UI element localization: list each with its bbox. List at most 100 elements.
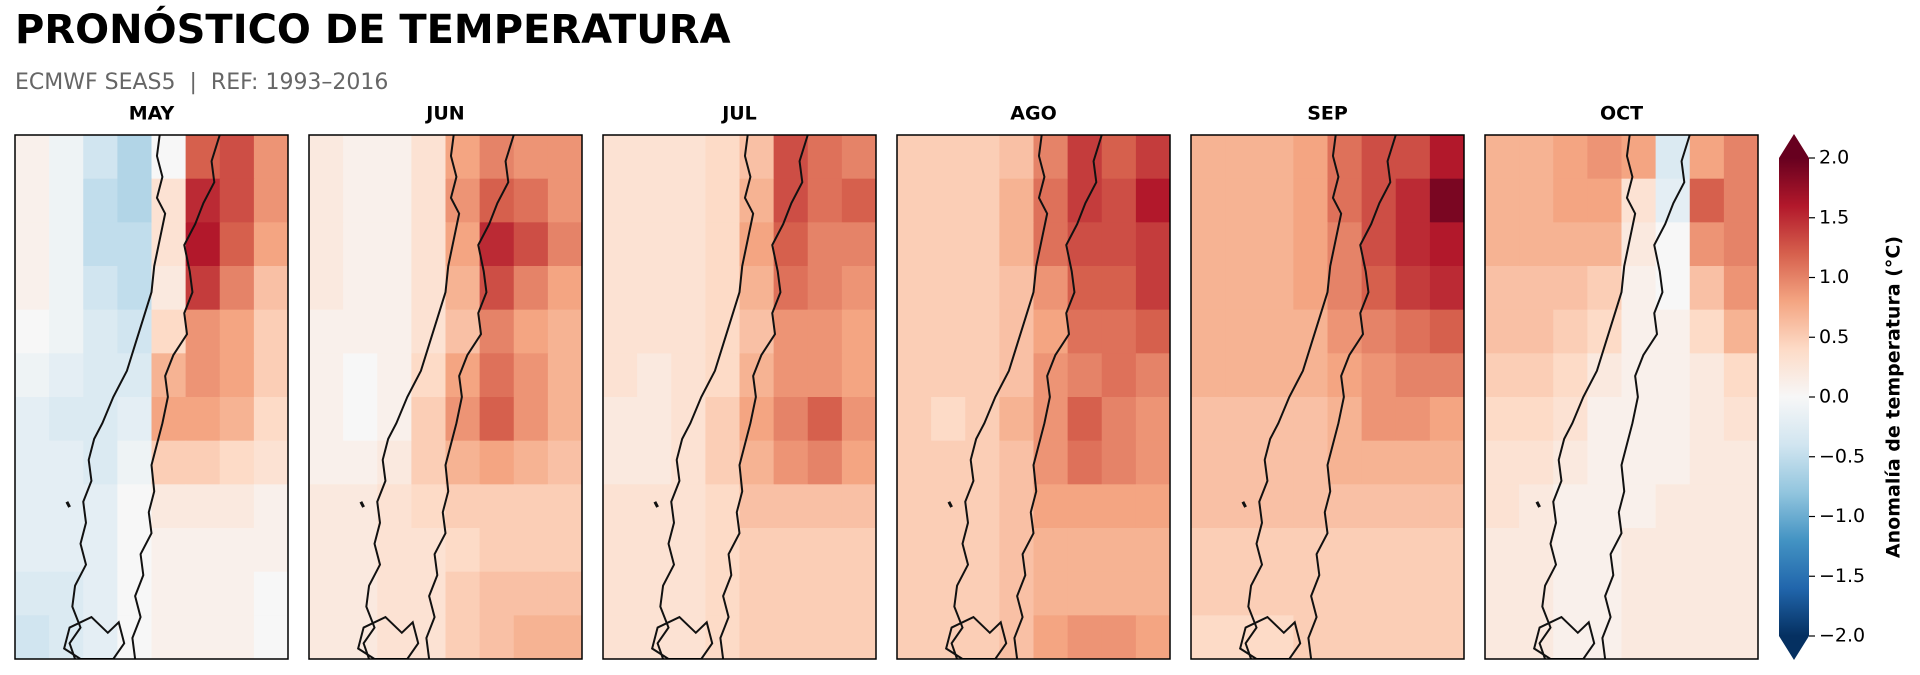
grid-cell — [513, 397, 549, 442]
grid-cell — [445, 353, 481, 398]
panel-title: JUN — [424, 103, 464, 125]
grid-cell — [513, 309, 549, 354]
grid-cell — [1621, 266, 1657, 311]
grid-cell — [1621, 484, 1657, 529]
grid-cell — [185, 571, 221, 616]
grid-cell — [1225, 440, 1260, 485]
grid-cell — [1519, 135, 1554, 180]
grid-cell — [411, 353, 447, 398]
grid-cell — [117, 222, 153, 267]
grid-cell — [1361, 178, 1397, 223]
grid-cell — [411, 178, 447, 223]
grid-cell — [1361, 440, 1397, 485]
grid-cell — [807, 353, 843, 398]
grid-cell — [547, 571, 582, 616]
grid-cell — [603, 528, 638, 573]
grid-cell — [1655, 353, 1691, 398]
grid-cell — [1485, 266, 1520, 311]
grid-cell — [1655, 397, 1691, 442]
grid-cell — [185, 353, 221, 398]
grid-cell — [1689, 484, 1725, 529]
grid-cell — [1519, 353, 1554, 398]
grid-cell — [1723, 484, 1758, 529]
grid-cell — [897, 571, 932, 616]
grid-cell — [705, 484, 741, 529]
grid-cell — [1395, 266, 1431, 311]
grid-cell — [931, 397, 966, 442]
grid-cell — [1587, 178, 1623, 223]
grid-cell — [377, 178, 412, 223]
grid-cell — [1689, 571, 1725, 616]
colorbar-label: Anomalía de temperatura (°C) — [1883, 236, 1905, 558]
grid-cell — [117, 178, 153, 223]
grid-cell — [1135, 571, 1170, 616]
grid-cell — [219, 222, 255, 267]
colorbar-tick-label: −2.0 — [1819, 625, 1865, 647]
grid-cell — [841, 222, 876, 267]
grid-cell — [1587, 135, 1623, 180]
grid-cell — [603, 353, 638, 398]
grid-cell — [1259, 615, 1294, 659]
grid-cell — [253, 484, 288, 529]
grid-cell — [773, 309, 809, 354]
grid-cell — [1485, 397, 1520, 442]
grid-cell — [671, 484, 706, 529]
grid-cell — [377, 353, 412, 398]
grid-cell — [513, 353, 549, 398]
grid-cell — [1135, 266, 1170, 311]
grid-cell — [1327, 178, 1363, 223]
grid-cell — [739, 571, 775, 616]
grid-cell — [1225, 528, 1260, 573]
grid-cell — [219, 353, 255, 398]
grid-cell — [1723, 528, 1758, 573]
grid-cell — [603, 309, 638, 354]
grid-cell — [671, 309, 706, 354]
grid-cell — [1135, 397, 1170, 442]
grid-cell — [547, 615, 582, 659]
grid-cell — [739, 397, 775, 442]
grid-cell — [411, 397, 447, 442]
grid-cell — [445, 397, 481, 442]
grid-cell — [377, 528, 412, 573]
grid-cell — [999, 222, 1035, 267]
grid-cell — [1553, 528, 1588, 573]
grid-cell — [603, 397, 638, 442]
grid-cell — [965, 266, 1000, 311]
grid-cell — [1485, 135, 1520, 180]
grid-cell — [807, 222, 843, 267]
grid-cell — [705, 178, 741, 223]
grid-cell — [1485, 353, 1520, 398]
grid-cell — [739, 266, 775, 311]
grid-cell — [1033, 222, 1069, 267]
grid-cell — [343, 309, 378, 354]
colorbar — [1779, 158, 1809, 636]
grid-cell — [637, 309, 672, 354]
grid-cell — [479, 484, 515, 529]
grid-cell — [377, 615, 412, 659]
grid-cell — [15, 528, 50, 573]
grid-cell — [1191, 397, 1226, 442]
grid-cell — [343, 135, 378, 180]
grid-cell — [1191, 484, 1226, 529]
grid-cell — [1519, 222, 1554, 267]
grid-cell — [603, 615, 638, 659]
panel-frame — [308, 134, 583, 660]
grid-cell — [1327, 484, 1363, 529]
grid-cell — [1485, 309, 1520, 354]
grid-cell — [1135, 178, 1170, 223]
grid-cell — [1655, 135, 1691, 180]
grid-cell — [1293, 135, 1329, 180]
grid-cell — [15, 309, 50, 354]
grid-cell — [1689, 135, 1725, 180]
grid-cell — [603, 440, 638, 485]
grid-cell — [309, 528, 344, 573]
grid-cell — [1361, 484, 1397, 529]
colorbar-extend-min — [1779, 636, 1809, 660]
grid-cell — [671, 528, 706, 573]
grid-cell — [309, 135, 344, 180]
grid-cell — [1293, 528, 1329, 573]
grid-cell — [15, 135, 50, 180]
grid-cell — [637, 222, 672, 267]
grid-cell — [479, 440, 515, 485]
grid-cell — [343, 484, 378, 529]
